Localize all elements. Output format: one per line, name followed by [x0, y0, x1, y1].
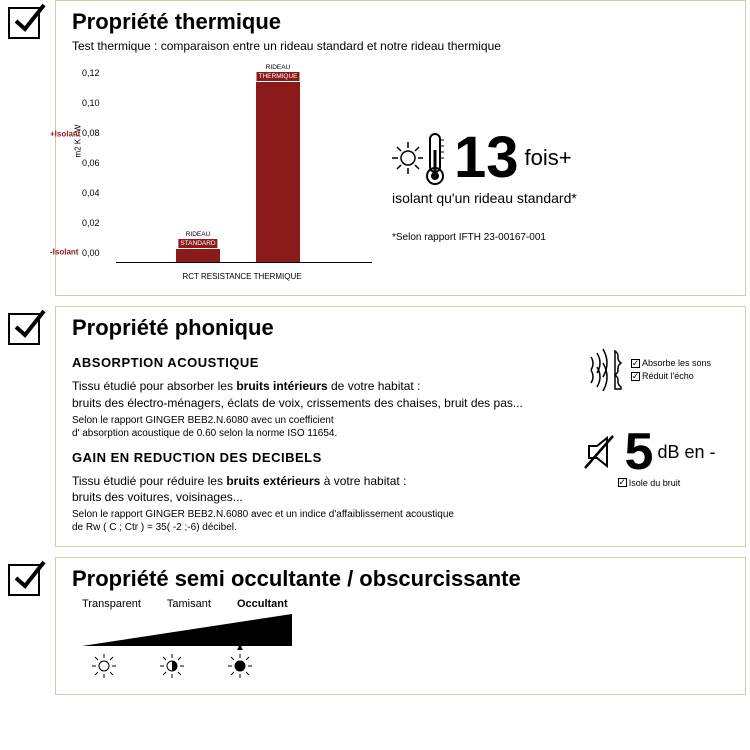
sub-heading: ABSORPTION ACOUSTIQUE: [72, 355, 559, 370]
opacity-triangle: [82, 614, 292, 646]
check-icon: [8, 7, 40, 39]
footnote: *Selon rapport IFTH 23-00167-001: [392, 232, 712, 243]
section-title: Propriété thermique: [72, 9, 729, 35]
fine-print: Selon le rapport GINGER BEB2.N.6080 avec…: [72, 414, 559, 440]
section-subtitle: Test thermique : comparaison entre un ri…: [72, 39, 729, 53]
fine-print: Selon le rapport GINGER BEB2.N.6080 avec…: [72, 508, 559, 534]
body-text: Tissu étudié pour réduire les bruits ext…: [72, 473, 559, 507]
section-thermique: Propriété thermique Test thermique : com…: [55, 0, 746, 296]
section-title: Propriété semi occultante / obscurcissan…: [72, 566, 729, 592]
check-icon: [8, 313, 40, 345]
sun-thermometer-icon: [392, 128, 448, 188]
mini-checklist: ✓Absorbe les sons ✓Réduit l'écho: [631, 357, 711, 382]
sub-heading: GAIN EN REDUCTION DES DECIBELS: [72, 450, 559, 465]
sun-full-icon: [90, 652, 118, 680]
bar-chart: m2 K / W 0,00 0,02 0,04 0,06 0,08 0,10 0…: [112, 63, 372, 283]
bar-thermique: RIDEAUTHERMIQUE: [256, 82, 300, 262]
callout-line: isolant qu'un rideau standard*: [392, 190, 712, 206]
sun-icons-row: ▲: [90, 652, 729, 680]
sun-dark-icon: ▲: [226, 652, 254, 680]
bar-standard: RIDEAUSTANDARD: [176, 249, 220, 262]
speaker-mute-icon: [583, 432, 621, 472]
check-icon: [8, 564, 40, 596]
thermal-callout: 13 fois+ isolant qu'un rideau standard* …: [392, 128, 712, 283]
db-unit: dB en -: [657, 442, 715, 463]
x-axis-title: RCT RESISTANCE THERMIQUE: [182, 272, 301, 281]
sound-wave-icon: [587, 345, 627, 395]
db-number: 5: [625, 429, 654, 476]
body-text: Tissu étudié pour absorber les bruits in…: [72, 378, 559, 412]
section-title: Propriété phonique: [72, 315, 729, 341]
opacity-labels: Transparent Tamisant Occultant: [82, 598, 729, 610]
sun-half-icon: [158, 652, 186, 680]
callout-number: 13: [454, 132, 519, 184]
callout-suffix: fois+: [525, 145, 572, 171]
section-phonique: Propriété phonique ABSORPTION ACOUSTIQUE…: [55, 306, 746, 547]
db-sub: ✓Isole du bruit: [569, 478, 729, 488]
section-occultant: Propriété semi occultante / obscurcissan…: [55, 557, 746, 695]
